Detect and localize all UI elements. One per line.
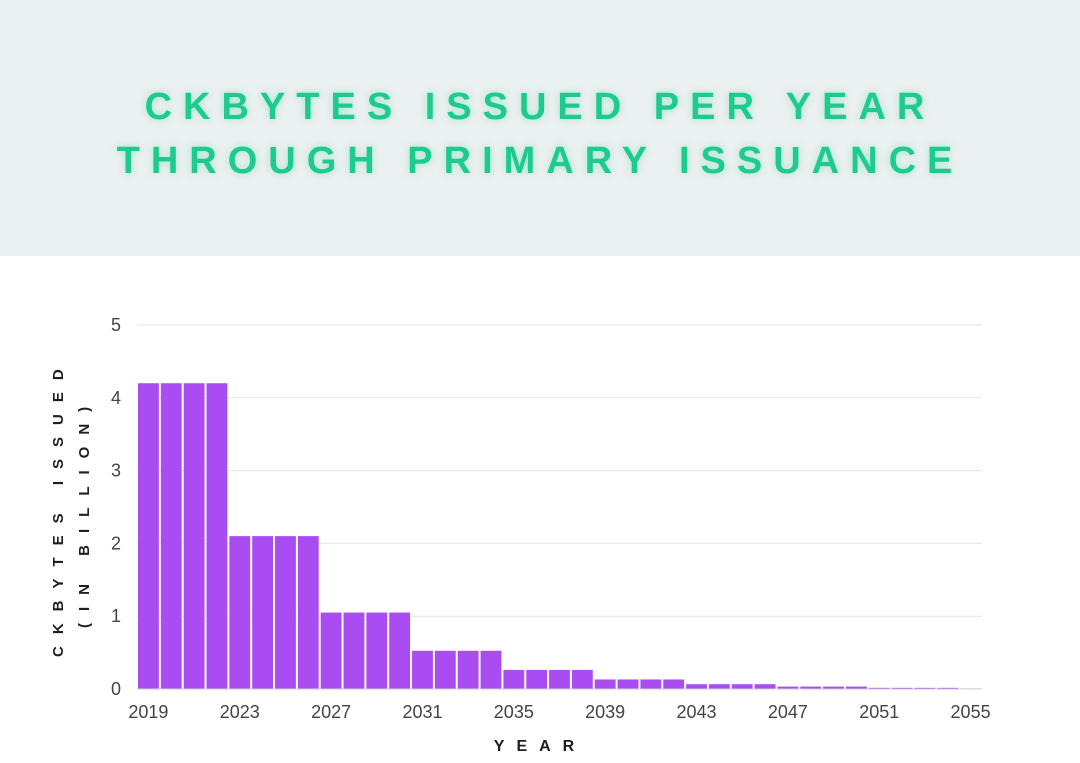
bar-2043	[686, 684, 707, 689]
bar-2045	[731, 684, 753, 689]
y-tick-label: 1	[111, 606, 121, 626]
bar-2032	[434, 650, 456, 689]
x-tick-label: 2027	[311, 702, 351, 722]
bar-2051	[868, 687, 890, 689]
bar-2050	[845, 686, 867, 689]
bar-2049	[823, 686, 844, 689]
bar-2027	[320, 612, 342, 689]
bar-2024	[252, 536, 274, 689]
bar-2046	[754, 684, 776, 689]
x-tick-label: 2051	[859, 702, 899, 722]
bar-2047	[777, 686, 799, 689]
bar-2033	[457, 650, 479, 689]
bar-2040	[617, 679, 639, 689]
x-tick-label: 2047	[768, 702, 808, 722]
bar-2037	[549, 669, 570, 689]
bar-2019	[138, 383, 159, 689]
x-tick-label: 2035	[494, 702, 534, 722]
bar-2048	[800, 686, 822, 689]
x-tick-label: 2023	[220, 702, 260, 722]
bar-2023	[229, 536, 251, 689]
y-tick-label: 0	[111, 679, 121, 699]
y-tick-label: 4	[111, 388, 121, 408]
bar-2029	[366, 612, 388, 689]
bar-chart: 0 1 2 3 4 5 2019 2023 2027 2031 2035 2039 2043 2047 20…	[111, 315, 991, 722]
bar-2034	[480, 650, 502, 689]
bar-2028	[343, 612, 365, 689]
bar-2031	[412, 650, 433, 689]
bar-2041	[640, 679, 662, 689]
x-tick-label: 2019	[128, 702, 168, 722]
bar-2053	[914, 687, 936, 689]
bar-2038	[571, 669, 593, 689]
bar-2026	[297, 536, 319, 689]
bar-2044	[708, 684, 730, 689]
bar-2021	[183, 383, 205, 689]
bar-2022	[206, 383, 228, 689]
bar-2042	[663, 679, 685, 689]
bar-2039	[594, 679, 616, 689]
bar-2035	[503, 669, 525, 689]
x-tick-label: 2031	[402, 702, 442, 722]
title-banner: CKBYTES ISSUED PER YEAR THROUGH PRIMARY …	[0, 0, 1080, 256]
bar-2036	[526, 669, 548, 689]
bar-2025	[275, 536, 296, 689]
x-tick-label: 2039	[585, 702, 625, 722]
x-tick-label: 2055	[951, 702, 991, 722]
bar-2052	[891, 687, 913, 689]
x-tick-label: 2043	[677, 702, 717, 722]
bar-2030	[389, 612, 411, 689]
y-tick-label: 3	[111, 461, 121, 481]
chart-title-line1: CKBYTES ISSUED PER YEAR	[144, 86, 936, 128]
y-tick-label: 2	[111, 533, 121, 553]
y-tick-label: 5	[111, 315, 121, 335]
x-axis-label: YEAR	[493, 738, 587, 755]
chart-title-line2: THROUGH PRIMARY ISSUANCE	[116, 140, 964, 182]
bar-2054	[937, 687, 959, 689]
bar-2020	[160, 383, 182, 689]
